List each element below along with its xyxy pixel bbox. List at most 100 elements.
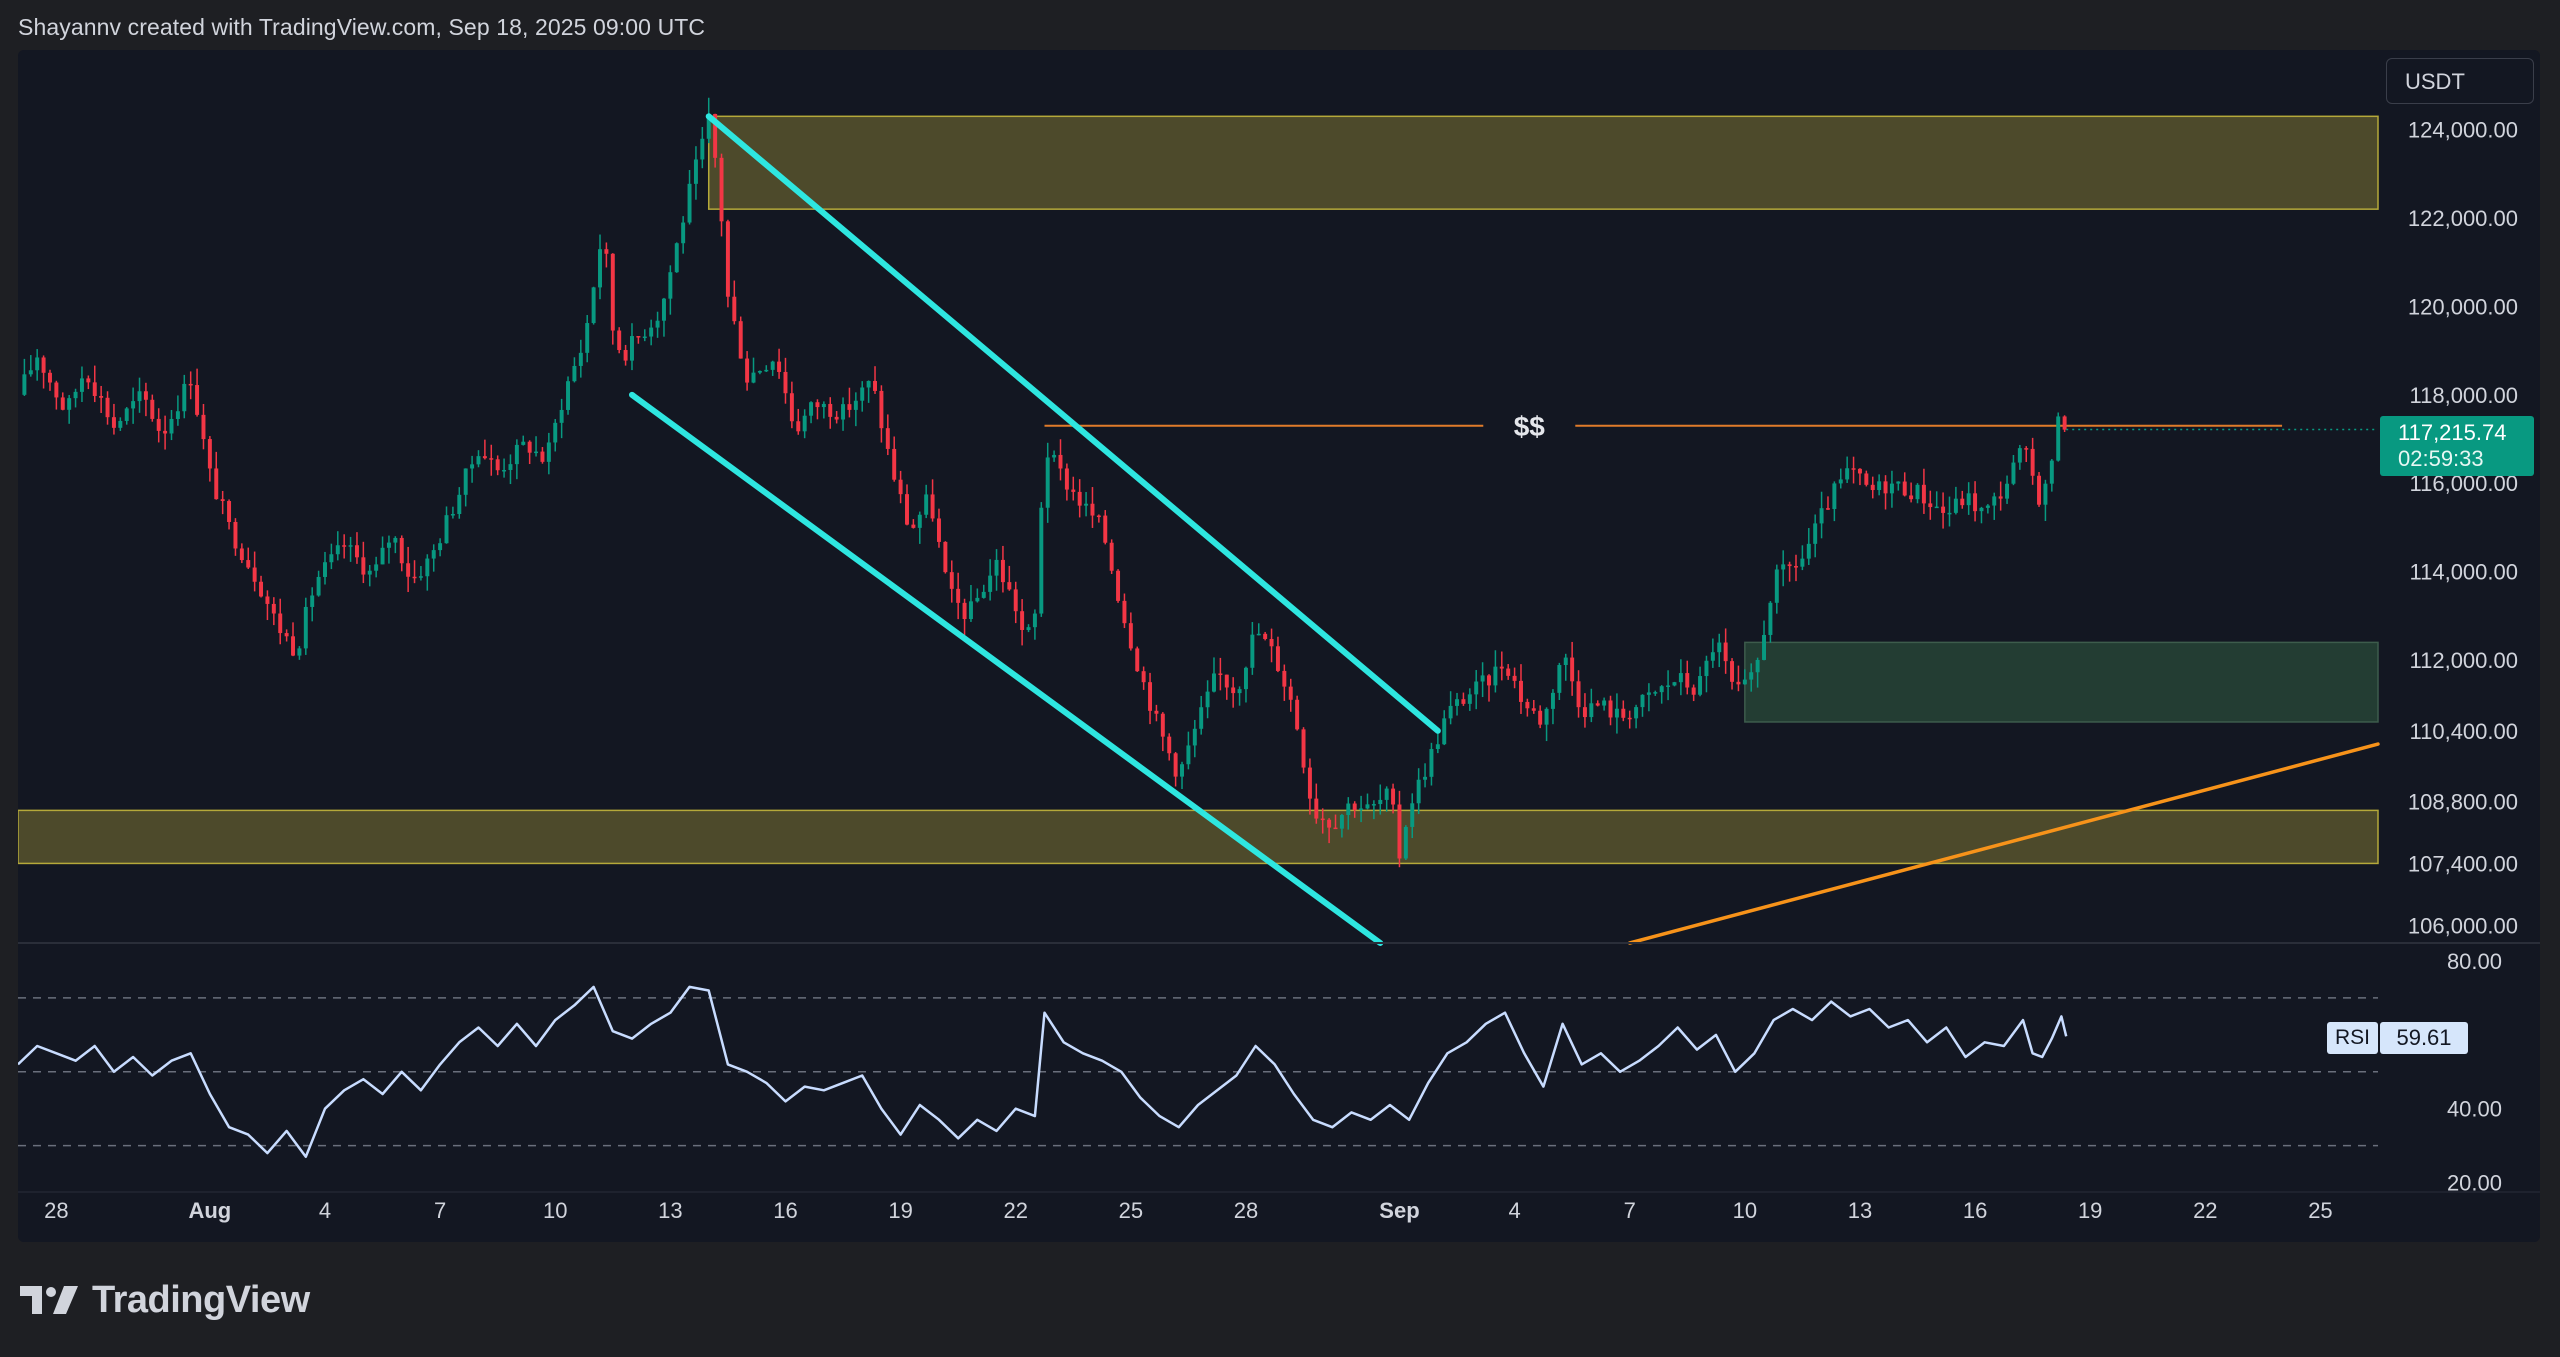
candle-body <box>783 371 788 394</box>
candle-body <box>1627 717 1632 720</box>
candle-body <box>1653 692 1658 694</box>
candle-body <box>1666 685 1671 687</box>
price-axis-label: 118,000.00 <box>2410 383 2518 408</box>
candle-body <box>1896 481 1901 484</box>
candle-body <box>182 383 187 412</box>
candle-body <box>1282 670 1287 687</box>
price-axis-label: 107,400.00 <box>2408 851 2518 876</box>
candle-body <box>1902 481 1907 496</box>
candle-body <box>2062 416 2067 430</box>
candle-body <box>841 404 846 420</box>
tradingview-logo-icon <box>20 1286 78 1314</box>
candle-body <box>802 415 807 432</box>
candle-body <box>591 287 596 324</box>
candle-body <box>975 597 980 602</box>
candle-body <box>2043 483 2048 505</box>
price-axis-label: 110,400.00 <box>2410 719 2518 744</box>
candle-body <box>92 382 97 396</box>
candle-body <box>1314 798 1319 819</box>
candle-body <box>1493 666 1498 686</box>
candle-body <box>1192 728 1197 746</box>
attribution-text: Shayannv created with TradingView.com, S… <box>18 14 706 40</box>
rsi-label[interactable]: RSI <box>2327 1022 2379 1054</box>
candle-body <box>1455 699 1460 706</box>
candle-body <box>1602 700 1607 706</box>
candle-body <box>291 636 295 656</box>
candle-body <box>1685 673 1690 688</box>
candle-body <box>188 383 193 386</box>
time-axis-label: 28 <box>44 1198 68 1223</box>
candle-body <box>412 576 417 579</box>
currency-badge[interactable]: USDT <box>2386 58 2534 104</box>
candle-body <box>1691 687 1696 695</box>
candle-body <box>1391 788 1396 805</box>
candle-body <box>1173 753 1178 777</box>
candle-body <box>534 451 539 454</box>
candle-body <box>725 221 730 297</box>
candle-body <box>60 397 65 410</box>
candle-body <box>2056 416 2061 461</box>
candle-body <box>239 548 244 561</box>
candle-body <box>457 494 462 514</box>
candle-body <box>1819 508 1824 524</box>
time-axis-label: 7 <box>1624 1198 1636 1223</box>
candle-body <box>1589 703 1594 718</box>
candle-body <box>79 378 84 392</box>
candle-body <box>476 456 481 465</box>
candle-body <box>572 365 577 382</box>
price-chart[interactable]: $$ 124,000.00 122,000.00 120,000.00 118,000.… <box>18 50 2540 1242</box>
candle-body <box>943 541 948 573</box>
candle-body <box>175 411 180 419</box>
candle-body <box>1621 708 1626 718</box>
candle-body <box>1116 570 1121 601</box>
candle-body <box>968 601 973 619</box>
candle-body <box>1941 506 1946 513</box>
candle-body <box>393 537 398 543</box>
candle-body <box>1825 508 1830 510</box>
candle-body <box>1921 484 1926 504</box>
candle-body <box>86 378 91 383</box>
candle-body <box>553 422 558 443</box>
candle-body <box>732 296 737 322</box>
candle-body <box>1096 515 1101 518</box>
candle-body <box>99 395 104 398</box>
candle-body <box>610 253 615 331</box>
price-axis-label: 114,000.00 <box>2410 560 2518 585</box>
candle-body <box>1749 672 1754 680</box>
candle-body <box>879 390 884 429</box>
candle-body <box>898 479 903 495</box>
chart-panel[interactable]: $$ 124,000.00 122,000.00 120,000.00 118,000.… <box>18 50 2540 1242</box>
candle-body <box>834 416 839 420</box>
candle-body <box>508 464 513 470</box>
candle-body <box>1307 767 1312 799</box>
candle-body <box>1973 493 1978 512</box>
candle-body <box>1160 713 1165 737</box>
candle-body <box>1333 827 1338 830</box>
candle-body <box>1167 736 1172 754</box>
candle-body <box>354 545 359 558</box>
candle-body <box>431 550 436 559</box>
candle-body <box>1263 633 1268 639</box>
candle-body <box>566 381 571 410</box>
candle-body <box>924 494 929 515</box>
candle-body <box>2030 448 2035 476</box>
candle-body <box>1365 804 1370 809</box>
candle-body <box>809 402 814 416</box>
candle-body <box>227 501 232 523</box>
candle-body <box>329 554 334 563</box>
candle-body <box>1020 611 1025 630</box>
candle-body <box>2049 460 2054 484</box>
time-axis-label: 25 <box>2308 1198 2332 1223</box>
candle-body <box>936 518 941 542</box>
candle-body <box>1148 682 1153 711</box>
candle-body <box>885 428 890 449</box>
candle-body <box>195 385 200 415</box>
candle-body <box>1205 691 1210 708</box>
candle-body <box>1953 498 1958 513</box>
candle-body <box>1774 569 1779 603</box>
candle-body <box>482 456 487 459</box>
candle-body <box>252 567 257 582</box>
candle-body <box>655 320 660 328</box>
candle-body <box>143 391 148 400</box>
candle-body <box>214 468 219 500</box>
